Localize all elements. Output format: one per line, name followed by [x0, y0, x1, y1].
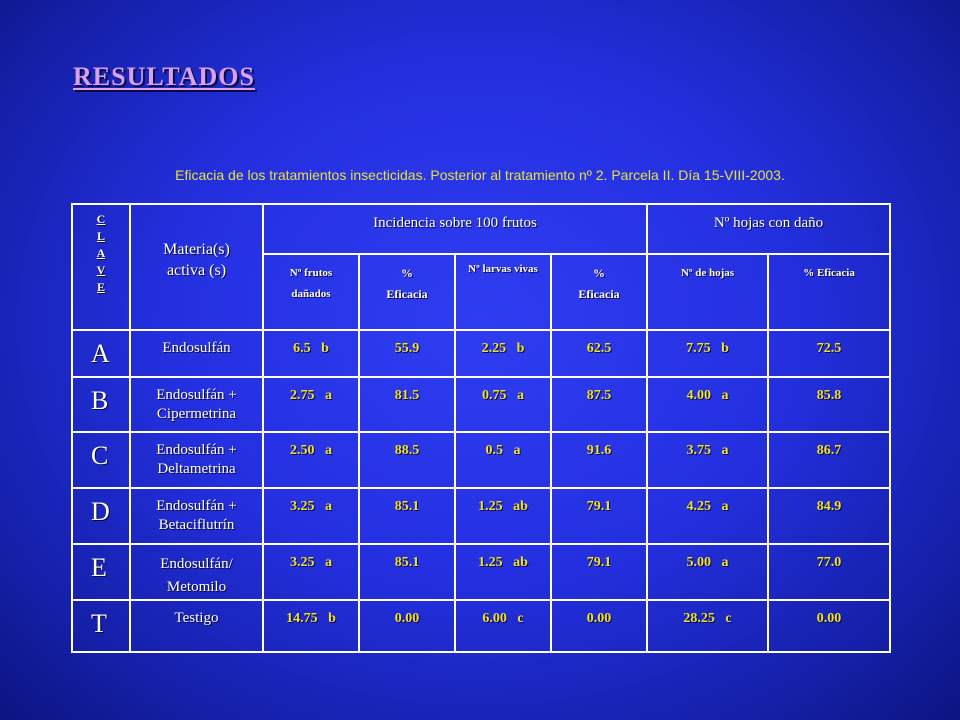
- row-hojas: 5.00 a: [646, 543, 770, 601]
- row-key: B: [71, 376, 131, 433]
- eficacia-subheader-3: % Eficacia: [767, 253, 892, 331]
- row-larvas: 1.25 ab: [454, 543, 552, 601]
- header-row-1: C L A V E Materia(s) activa (s) Incidenc…: [71, 203, 892, 331]
- table-row: A Endosulfán 6.5 b 55.9 2.25 b 62.5 7.75…: [71, 329, 892, 378]
- row-eficacia-1: 85.1: [358, 487, 456, 545]
- row-eficacia-1: 81.5: [358, 376, 456, 433]
- row-materia: Endosulfán + Deltametrina: [129, 431, 264, 489]
- row-eficacia-3: 72.5: [767, 329, 892, 378]
- row-frutos: 3.25 a: [262, 487, 360, 545]
- row-materia-line1: Endosulfán +: [156, 442, 237, 458]
- row-larvas: 2.25 b: [454, 329, 552, 378]
- row-eficacia-2: 91.6: [549, 431, 649, 489]
- eficacia-1-line1: %: [401, 266, 413, 280]
- table-row: D Endosulfán + Betaciflutrín 3.25 a 85.1…: [71, 487, 892, 545]
- row-eficacia-2: 79.1: [549, 487, 649, 545]
- row-frutos: 2.50 a: [262, 431, 360, 489]
- header-row-2: Nº frutos dañados % Eficacia Nº larvas v…: [72, 253, 892, 331]
- table-row: C Endosulfán + Deltametrina 2.50 a 88.5 …: [71, 431, 892, 489]
- row-materia: Endosulfán + Cipermetrina: [129, 376, 264, 433]
- materia-header: Materia(s) activa (s): [129, 203, 264, 331]
- row-hojas: 4.25 a: [646, 487, 770, 545]
- page-title: RESULTADOS: [73, 62, 255, 91]
- row-eficacia-2: 79.1: [549, 543, 649, 601]
- frutos-subheader-line1: Nº frutos: [289, 267, 333, 279]
- materia-header-line2: activa (s): [166, 262, 227, 279]
- row-materia-line2: Deltametrina: [157, 461, 236, 477]
- table-row: E Endosulfán/ Metomilo 3.25 a 85.1 1.25 …: [71, 543, 892, 601]
- clave-header: C L A V E: [71, 203, 131, 331]
- table-caption: Eficacia de los tratamientos insecticida…: [175, 167, 785, 183]
- results-table: C L A V E Materia(s) activa (s) Incidenc…: [71, 203, 892, 653]
- eficacia-1-line2: Eficacia: [386, 287, 428, 301]
- clave-letter: E: [96, 280, 105, 294]
- row-key: T: [71, 599, 131, 653]
- row-eficacia-1: 85.1: [358, 543, 456, 601]
- row-hojas: 4.00 a: [646, 376, 770, 433]
- hojas-header: Nº hojas con daño: [646, 203, 892, 255]
- materia-header-line1: Materia(s): [163, 241, 230, 258]
- row-eficacia-3: 86.7: [767, 431, 892, 489]
- larvas-subheader: Nº larvas vivas: [454, 253, 552, 331]
- row-larvas: 6.00 c: [454, 599, 552, 653]
- row-eficacia-3: 0.00: [767, 599, 892, 653]
- row-materia: Endosulfán/ Metomilo: [129, 543, 264, 601]
- row-larvas: 0.5 a: [454, 431, 552, 489]
- row-eficacia-1: 55.9: [358, 329, 456, 378]
- row-eficacia-2: 87.5: [549, 376, 649, 433]
- row-materia-line1: Endosulfán +: [156, 387, 237, 403]
- row-frutos: 2.75 a: [262, 376, 360, 433]
- eficacia-2-line2: Eficacia: [578, 287, 620, 301]
- nhojas-subheader: Nº de hojas: [646, 253, 770, 331]
- row-materia-line1: Endosulfán +: [156, 498, 237, 514]
- row-key: A: [71, 329, 131, 378]
- row-eficacia-3: 77.0: [767, 543, 892, 601]
- row-materia: Testigo: [129, 599, 264, 653]
- frutos-subheader: Nº frutos dañados: [262, 253, 360, 331]
- row-frutos: 14.75 b: [262, 599, 360, 653]
- row-hojas: 28.25 c: [646, 599, 770, 653]
- incidencia-header: Incidencia sobre 100 frutos: [261, 203, 649, 255]
- table-row: T Testigo 14.75 b 0.00 6.00 c 0.00 28.25…: [71, 599, 892, 653]
- row-materia-line2: Betaciflutrín: [158, 517, 235, 533]
- row-eficacia-2: 0.00: [549, 599, 649, 653]
- clave-letter: C: [96, 212, 106, 226]
- row-hojas: 7.75 b: [646, 329, 770, 378]
- row-hojas: 3.75 a: [646, 431, 770, 489]
- row-materia-line1: Endosulfán/: [160, 556, 233, 572]
- row-materia: Endosulfán + Betaciflutrín: [129, 487, 264, 545]
- row-eficacia-1: 88.5: [358, 431, 456, 489]
- row-eficacia-3: 84.9: [767, 487, 892, 545]
- row-materia-line1: Testigo: [174, 610, 219, 626]
- row-materia: Endosulfán: [129, 329, 264, 378]
- row-materia-line1: Endosulfán: [162, 340, 231, 356]
- eficacia-subheader-2: % Eficacia: [549, 253, 649, 331]
- row-larvas: 0.75 a: [454, 376, 552, 433]
- row-key: E: [71, 543, 131, 601]
- row-larvas: 1.25 ab: [454, 487, 552, 545]
- table-row: B Endosulfán + Cipermetrina 2.75 a 81.5 …: [71, 376, 892, 433]
- row-eficacia-1: 0.00: [358, 599, 456, 653]
- clave-letter: L: [96, 229, 105, 243]
- row-frutos: 3.25 a: [262, 543, 360, 601]
- clave-letter: V: [96, 263, 106, 277]
- eficacia-subheader-1: % Eficacia: [358, 253, 456, 331]
- row-materia-line2: Cipermetrina: [156, 406, 237, 422]
- row-materia-line2: Metomilo: [166, 579, 227, 595]
- row-key: D: [71, 487, 131, 545]
- frutos-subheader-line2: dañados: [291, 288, 331, 300]
- row-eficacia-3: 85.8: [767, 376, 892, 433]
- clave-letter: A: [96, 246, 106, 260]
- row-key: C: [71, 431, 131, 489]
- row-frutos: 6.5 b: [262, 329, 360, 378]
- row-eficacia-2: 62.5: [549, 329, 649, 378]
- eficacia-2-line1: %: [593, 266, 605, 280]
